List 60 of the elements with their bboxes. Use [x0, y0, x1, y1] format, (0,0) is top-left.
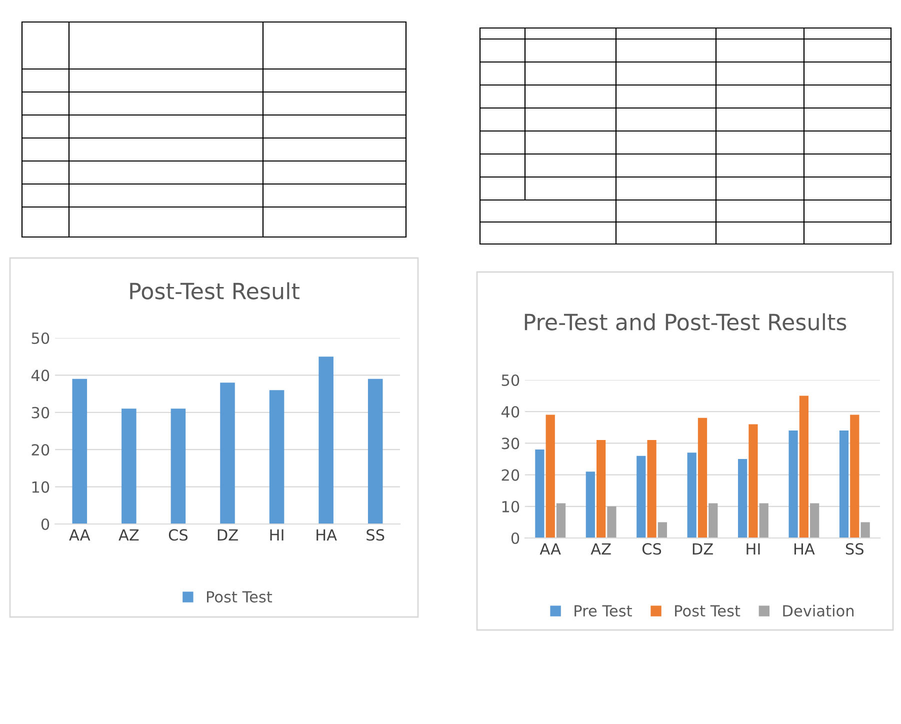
x-tick-label: CS	[642, 543, 662, 555]
bar	[586, 472, 595, 538]
x-tick-label: HI	[746, 543, 760, 554]
x-tick-label: AZ	[590, 543, 611, 554]
bar	[220, 382, 235, 524]
bar	[698, 418, 708, 538]
bar	[269, 390, 284, 524]
y-tick-label: 40	[501, 406, 520, 418]
legend-label: Post Test	[207, 591, 272, 603]
y-tick-label: 10	[32, 481, 50, 493]
x-tick-label: SS	[366, 529, 384, 541]
chart-title: Post-Test Result	[130, 282, 300, 300]
y-tick-label: 0	[511, 532, 520, 544]
x-tick-label: DZ	[218, 529, 238, 540]
y-tick-label: 50	[32, 332, 50, 344]
y-tick-label: 0	[41, 518, 50, 530]
x-tick-label: AZ	[118, 529, 139, 540]
y-tick-label: 20	[502, 469, 520, 481]
legend-label: Deviation	[783, 604, 854, 617]
y-tick-label: 30	[502, 438, 520, 450]
x-tick-label: AA	[540, 543, 561, 554]
y-tick-label: 40	[31, 370, 50, 382]
x-tick-label: AA	[69, 529, 90, 540]
legend-label: Pre Test	[574, 605, 632, 617]
bar	[810, 503, 820, 538]
bar	[122, 408, 136, 524]
bar	[799, 396, 808, 538]
bar	[759, 503, 768, 538]
x-tick-label: HI	[270, 529, 284, 540]
bar	[535, 450, 544, 538]
x-tick-label: SS	[846, 543, 864, 555]
bar	[636, 456, 646, 538]
x-tick-label: CS	[168, 529, 188, 541]
y-tick-label: 20	[32, 444, 50, 456]
bar	[607, 506, 616, 538]
bar	[788, 430, 798, 538]
y-tick-label: 50	[502, 374, 520, 386]
bar	[170, 408, 186, 524]
x-tick-label: DZ	[692, 543, 713, 554]
y-tick-label: 30	[32, 406, 50, 418]
bar	[546, 414, 555, 538]
bar	[556, 503, 566, 538]
bar	[738, 459, 748, 538]
legend-label: Post Test	[675, 605, 740, 617]
bar	[368, 378, 383, 524]
bar	[850, 414, 860, 538]
bar	[658, 522, 667, 538]
bar	[748, 424, 758, 538]
x-tick-label: HA	[794, 543, 815, 554]
bar	[839, 430, 849, 538]
bar	[708, 503, 718, 538]
bar	[596, 440, 606, 538]
y-tick-label: 10	[502, 500, 520, 512]
chart-title: Pre-Test and Post-Test Results	[524, 313, 846, 330]
bar	[318, 356, 334, 524]
bar	[860, 522, 870, 538]
bar	[72, 378, 88, 524]
x-tick-label: HA	[316, 529, 337, 540]
bar	[647, 440, 656, 538]
bar	[687, 452, 696, 538]
